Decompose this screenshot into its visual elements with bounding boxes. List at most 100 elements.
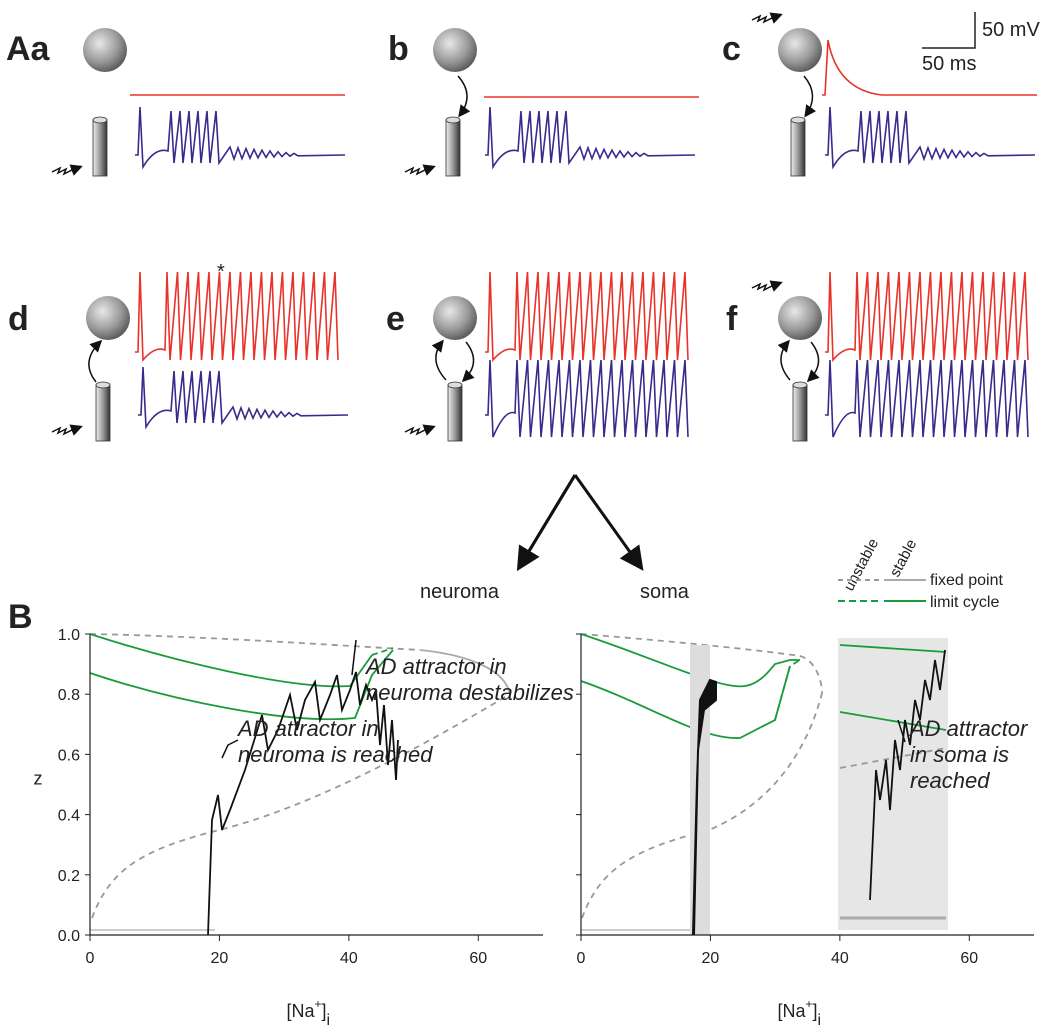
stimulus: [51, 164, 83, 176]
x-label-part: +: [806, 997, 813, 1011]
coupling-arrow: [431, 339, 447, 381]
inset: [838, 638, 948, 930]
y-tick-label: 1.0: [58, 627, 80, 644]
x-label-part: i: [327, 1012, 331, 1029]
legend-limit-cycle: limit cycle: [930, 594, 999, 611]
trace: [135, 106, 346, 170]
x-tick-label: 60: [469, 950, 487, 967]
annotation-line: AD attractor: [908, 716, 1029, 741]
trajectory: [692, 678, 717, 936]
annotation-line: neuroma destabilizes: [366, 680, 574, 705]
x-label: [Na+]i: [287, 997, 331, 1029]
stimulus: [751, 280, 783, 292]
x-label-part: [Na: [287, 1001, 316, 1021]
panel-label: e: [386, 300, 405, 338]
soma-icon: [778, 296, 822, 340]
annotation-line: AD attractor in: [236, 716, 379, 741]
chart-curves: [89, 633, 823, 936]
neuroma-icon: [447, 381, 463, 389]
soma-icon: [433, 28, 477, 72]
trace: [825, 359, 1029, 438]
annotation: AD attractor in neuroma destabilizes AD …: [236, 654, 1029, 793]
trace: [822, 39, 1037, 96]
annotation-line: reached: [910, 768, 990, 793]
x-tick-label: 20: [211, 950, 229, 967]
coupling-arrow: [457, 75, 471, 118]
coupling-arrow: [806, 341, 820, 383]
panel-label: c: [722, 30, 741, 68]
neuroma-icon: [790, 119, 806, 177]
trace: [135, 271, 339, 363]
annotation-line: neuroma is reached: [238, 742, 433, 767]
x-label-part: ]: [813, 1001, 818, 1021]
panel-label: f: [726, 300, 738, 338]
legend-fixed-point: fixed point: [930, 572, 1003, 589]
trace: [138, 366, 349, 430]
trace: [485, 106, 696, 170]
annotation-line: AD attractor in: [364, 654, 507, 679]
legend-unstable: unstable: [841, 536, 883, 594]
neuroma-icon: [445, 119, 461, 177]
panel-label: Aa: [6, 30, 51, 68]
x-tick-label: 40: [340, 950, 358, 967]
panel-label: B: [8, 598, 33, 636]
coupling-arrow: [803, 75, 817, 118]
y-tick-label: 0.2: [58, 868, 80, 885]
x-label-part: ]: [322, 1001, 327, 1021]
coupling-arrow: [88, 339, 103, 383]
soma-icon: [86, 296, 130, 340]
neuroma-icon: [792, 384, 808, 442]
y-tick-label: 0.4: [58, 808, 80, 825]
coupling-arrow: [461, 341, 475, 383]
x-label: [Na+]i: [778, 997, 822, 1029]
y-tick-label: 0.0: [58, 928, 80, 945]
trace: [485, 271, 689, 363]
neuroma-icon: [95, 381, 111, 389]
scale-time: 50 ms: [922, 53, 976, 75]
x-label-part: [Na: [778, 1001, 807, 1021]
stimulus: [51, 424, 83, 436]
stimulus: [404, 164, 436, 176]
scale-bar: [922, 12, 976, 49]
scale-voltage: 50 mV: [982, 19, 1040, 41]
neuroma-icon: [445, 116, 461, 124]
neuroma-icon: [790, 116, 806, 124]
inset-curves: [839, 644, 947, 920]
y-tick-label: 0.6: [58, 747, 80, 764]
coupling-arrow: [777, 339, 791, 381]
x-tick-label: 20: [702, 950, 720, 967]
annotation-pointer: [221, 639, 906, 759]
x-label-part: +: [315, 997, 322, 1011]
trace: [825, 106, 1036, 170]
asterisk: *: [217, 261, 225, 283]
arrow-label: neuroma: [420, 581, 500, 603]
annotation-line: in soma is: [910, 742, 1009, 767]
split-arrow: [518, 474, 640, 566]
y-tick-label: 0.8: [58, 687, 80, 704]
stimulus: [751, 12, 783, 24]
neuroma-icon: [92, 116, 108, 124]
arrow-label: soma: [640, 581, 690, 603]
neuroma-icon: [95, 384, 111, 442]
soma-icon: [433, 296, 477, 340]
schematics: [51, 12, 1037, 442]
x-tick-label: 60: [960, 950, 978, 967]
panel-label: b: [388, 30, 409, 68]
soma-icon: [778, 28, 822, 72]
trace: [485, 359, 689, 438]
y-label: z: [34, 769, 43, 789]
split-arrow: [516, 474, 577, 572]
x-tick-label: 40: [831, 950, 849, 967]
x-label-part: i: [818, 1012, 822, 1029]
panel-label: d: [8, 300, 29, 338]
neuroma-icon: [447, 384, 463, 442]
x-tick-label: 0: [86, 950, 95, 967]
x-tick-label: 0: [577, 950, 586, 967]
neuroma-icon: [792, 381, 808, 389]
soma-icon: [83, 28, 127, 72]
neuroma-icon: [92, 119, 108, 177]
legend-stable: stable: [887, 537, 921, 580]
trace: [825, 271, 1029, 363]
stimulus: [404, 424, 436, 436]
